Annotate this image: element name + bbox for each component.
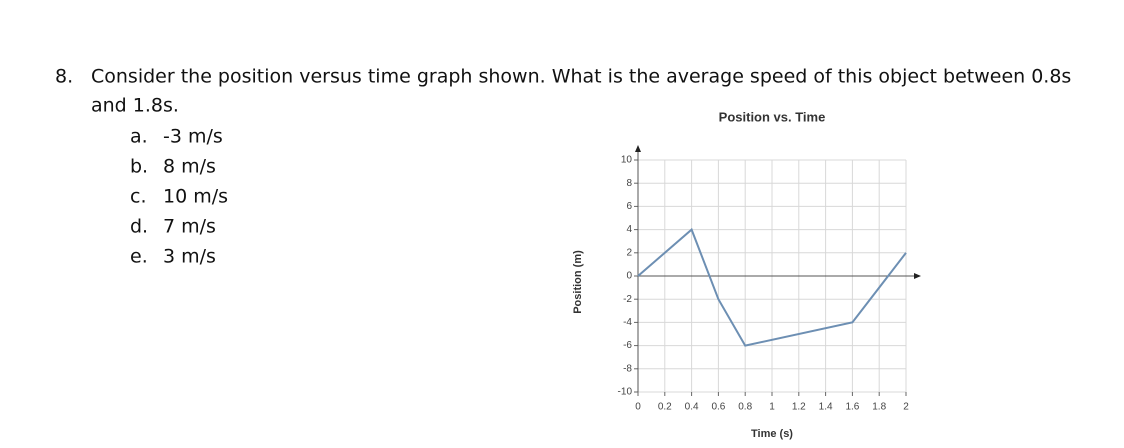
y-tick-label: -8: [623, 363, 632, 374]
question-text: and 1.8s.: [91, 95, 179, 117]
y-axis-arrow: [635, 145, 641, 152]
option-letter: e.: [130, 246, 148, 268]
option-text: 7 m/s: [163, 216, 216, 238]
option-letter: d.: [130, 216, 148, 238]
option-text: 10 m/s: [163, 186, 228, 208]
x-axis-arrow: [914, 273, 921, 279]
chart-title: Position vs. Time: [719, 109, 826, 124]
x-tick-label: 1.6: [845, 402, 859, 413]
y-tick-label: 10: [621, 155, 633, 166]
option-text: 8 m/s: [163, 156, 216, 178]
x-tick-label: 0.2: [658, 402, 672, 413]
option-letter: c.: [130, 186, 147, 208]
y-axis-label: Position (m): [572, 250, 584, 314]
y-tick-label: -2: [623, 294, 632, 305]
x-tick-label: 0.6: [711, 402, 725, 413]
x-tick-label: 0: [635, 402, 641, 413]
question-text: Consider the position versus time graph …: [91, 66, 1071, 88]
option-letter: b.: [130, 156, 148, 178]
x-tick-label: 1.8: [872, 402, 886, 413]
option-text: -3 m/s: [163, 126, 223, 148]
x-axis-label: Time (s): [751, 428, 793, 440]
option-letter: a.: [130, 126, 148, 148]
data-line: [637, 227, 907, 347]
x-tick-label: 0.8: [738, 402, 752, 413]
x-tick-label: 1.2: [792, 402, 806, 413]
x-tick-label: 0.4: [685, 402, 699, 413]
y-tick-label: 6: [626, 201, 632, 212]
question-number: 8.: [55, 66, 73, 88]
y-tick-label: -6: [623, 340, 632, 351]
x-tick-label: 2: [903, 402, 909, 413]
x-tick-label: 1: [769, 402, 775, 413]
y-tick-label: -4: [623, 317, 632, 328]
y-tick-label: 0: [626, 271, 632, 282]
y-tick-label: 4: [626, 224, 632, 235]
option-text: 3 m/s: [163, 246, 216, 268]
y-tick-label: 2: [626, 247, 632, 258]
y-tick-label: 8: [626, 178, 632, 189]
y-tick-label: -10: [618, 387, 633, 398]
x-tick-label: 1.4: [819, 402, 833, 413]
